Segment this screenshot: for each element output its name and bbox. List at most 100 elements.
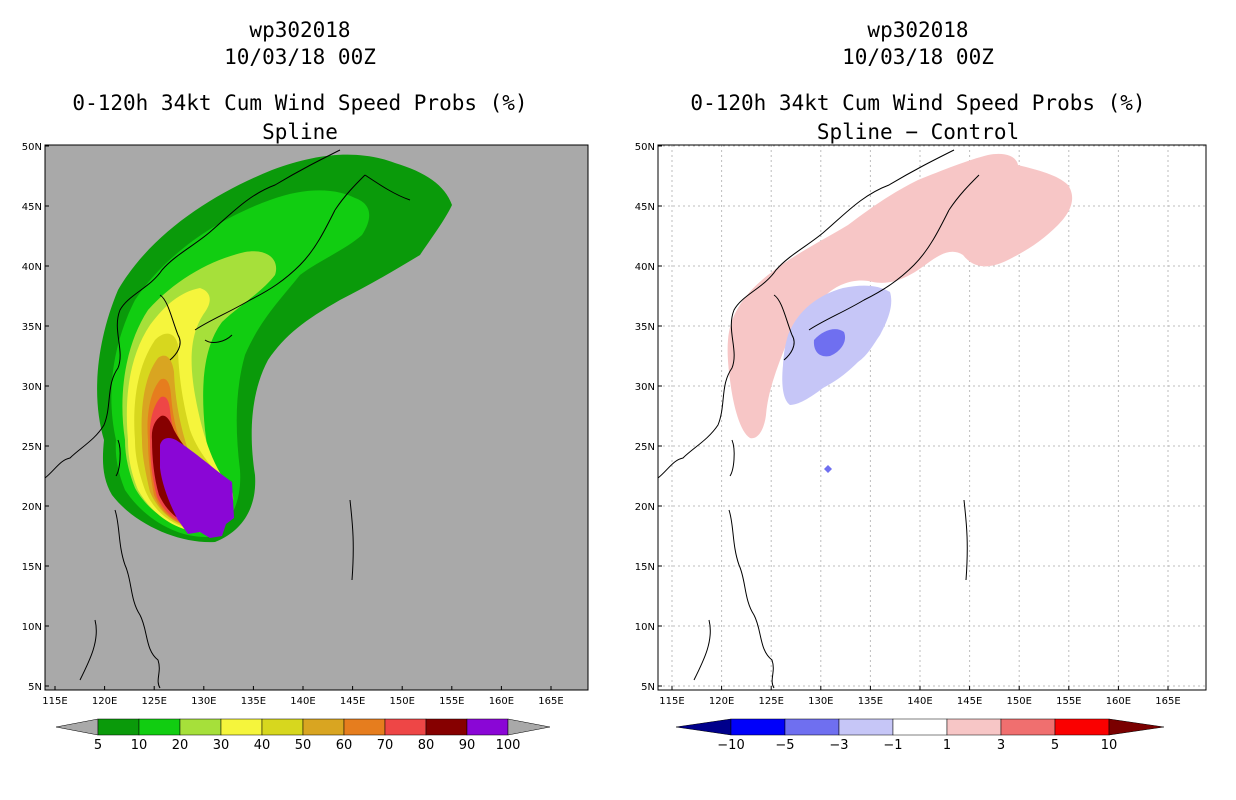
lat-label: 5N: [28, 682, 42, 693]
lon-label: 120E: [709, 696, 734, 707]
map-frame: [657, 144, 1207, 691]
colorbar-label: 40: [254, 738, 271, 753]
colorbar-label: 10: [131, 738, 148, 753]
lat-label: 45N: [22, 202, 42, 213]
lat-label: 40N: [635, 262, 655, 273]
colorbar-swatch: [784, 718, 840, 736]
lon-label: 150E: [389, 696, 414, 707]
colorbar-label: −3: [829, 738, 848, 753]
lon-label: 130E: [191, 696, 216, 707]
subtitle: Spline − Control: [816, 120, 1020, 144]
date-title: 10/03/18 00Z: [842, 45, 994, 69]
lat-label: 15N: [635, 562, 655, 573]
colorbar-swatch: [838, 718, 894, 736]
colorbar-swatch: [425, 718, 468, 736]
lat-label: 50N: [635, 142, 655, 153]
lat-label: 30N: [635, 382, 655, 393]
lon-label: 160E: [489, 696, 514, 707]
colorbar-low-arrow: [675, 718, 732, 736]
lon-label: 125E: [758, 696, 783, 707]
date-title: 10/03/18 00Z: [224, 45, 376, 69]
storm-id-title: wp302018: [867, 18, 969, 42]
colorbar-label: 1: [943, 738, 951, 753]
colorbar-swatch: [343, 718, 386, 736]
lon-label: 130E: [808, 696, 833, 707]
negative-diff-spot: [824, 465, 832, 473]
colorbar-label: 80: [418, 738, 435, 753]
colorbar-swatch: [179, 718, 222, 736]
lon-label: 125E: [141, 696, 166, 707]
difference-contours: [727, 153, 1073, 473]
lat-label: 25N: [22, 442, 42, 453]
colorbar: −10 −5 −3 −1 1 3 5 10: [675, 718, 1165, 753]
product-title: 0-120h 34kt Cum Wind Speed Probs (%): [72, 91, 528, 115]
positive-diff-region: [727, 153, 1073, 439]
colorbar-swatch: [1054, 718, 1110, 736]
colorbar-label: 50: [295, 738, 312, 753]
colorbar-label: 70: [377, 738, 394, 753]
colorbar-swatch: [138, 718, 181, 736]
colorbar-swatch: [384, 718, 427, 736]
lon-label: 140E: [907, 696, 932, 707]
lat-label: 40N: [22, 262, 42, 273]
colorbar-label: 3: [997, 738, 1005, 753]
colorbar: 5 10 20 30 40 50 60 70 80 90 100: [55, 718, 551, 753]
lat-label: 25N: [635, 442, 655, 453]
colorbar-label: 90: [459, 738, 476, 753]
colorbar-label: 20: [172, 738, 189, 753]
lon-label: 120E: [92, 696, 117, 707]
colorbar-label: 30: [213, 738, 230, 753]
colorbar-swatch: [730, 718, 786, 736]
colorbar-label: 5: [1051, 738, 1059, 753]
colorbar-label: 100: [496, 738, 521, 753]
colorbar-low-arrow: [55, 718, 99, 736]
lat-label: 35N: [22, 322, 42, 333]
lat-label: 10N: [22, 622, 42, 633]
colorbar-label: 5: [94, 738, 102, 753]
lat-label: 5N: [641, 682, 655, 693]
colorbar-label: −1: [883, 738, 902, 753]
lon-label: 165E: [1155, 696, 1180, 707]
negative-diff-core: [813, 329, 846, 357]
lat-label: 20N: [22, 502, 42, 513]
lon-label: 115E: [659, 696, 684, 707]
colorbar-label: 10: [1101, 738, 1118, 753]
lat-label: 20N: [635, 502, 655, 513]
lon-label: 140E: [290, 696, 315, 707]
map-frame: [44, 144, 589, 691]
colorbar-swatch: [220, 718, 263, 736]
difference-map: 50N 45N 40N 35N 30N 25N 20N 15N 10N 5N 115E 120E 125…: [635, 142, 1207, 753]
product-title: 0-120h 34kt Cum Wind Speed Probs (%): [690, 91, 1146, 115]
colorbar-swatch: [892, 718, 948, 736]
lat-label: 45N: [635, 202, 655, 213]
colorbar-label: −5: [775, 738, 794, 753]
difference-panel: wp302018 10/03/18 00Z 0-120h 34kt Cum Wi…: [618, 0, 1218, 800]
lon-label: 165E: [538, 696, 563, 707]
colorbar-swatch: [261, 718, 304, 736]
coastlines: [658, 149, 980, 689]
colorbar-swatch: [302, 718, 345, 736]
colorbar-high-arrow: [1108, 718, 1165, 736]
spline-panel: wp302018 10/03/18 00Z 0-120h 34kt Cum Wi…: [0, 0, 600, 800]
lat-label: 30N: [22, 382, 42, 393]
lon-label: 155E: [1056, 696, 1081, 707]
subtitle: Spline: [262, 120, 338, 144]
lon-label: 145E: [957, 696, 982, 707]
colorbar-swatch: [1000, 718, 1056, 736]
lon-label: 115E: [42, 696, 67, 707]
colorbar-high-arrow: [507, 718, 551, 736]
lon-label: 145E: [340, 696, 365, 707]
probability-contours: [97, 154, 452, 543]
lon-label: 160E: [1106, 696, 1131, 707]
lat-label: 15N: [22, 562, 42, 573]
lat-label: 10N: [635, 622, 655, 633]
colorbar-label: 60: [336, 738, 353, 753]
colorbar-label: −10: [717, 738, 744, 753]
lon-label: 135E: [858, 696, 883, 707]
lon-label: 135E: [241, 696, 266, 707]
storm-id-title: wp302018: [249, 18, 351, 42]
lat-label: 50N: [22, 142, 42, 153]
